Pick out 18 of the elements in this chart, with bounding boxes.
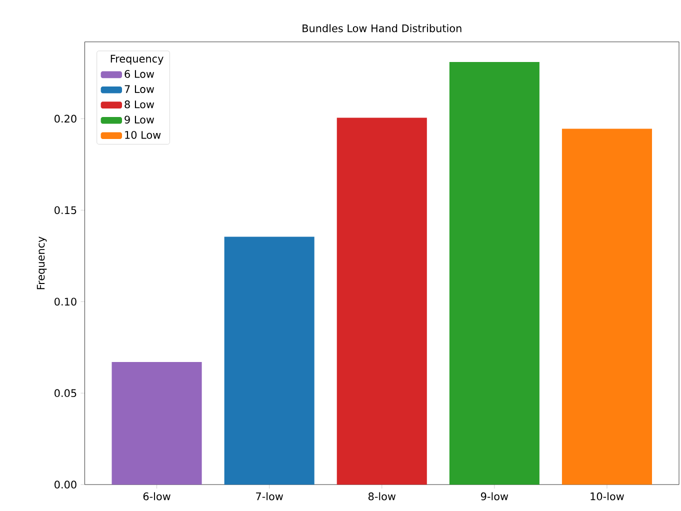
- x-tick-label: 8-low: [368, 492, 396, 501]
- legend-label: 7 Low: [124, 86, 154, 94]
- y-tick-label: 0.10: [54, 298, 76, 306]
- y-tick-label: 0.20: [54, 115, 76, 123]
- x-tick-label: 7-low: [256, 492, 283, 501]
- legend-label: 9 Low: [124, 116, 154, 124]
- y-tick-label: 0.05: [54, 389, 76, 398]
- legend-label: 10 Low: [125, 131, 161, 140]
- legend-title: Frequency: [110, 55, 164, 65]
- x-tick-label: 6-low: [143, 492, 170, 501]
- chart-title: Bundles Low Hand Distribution: [302, 24, 462, 32]
- x-tick-label: 9-low: [480, 492, 508, 501]
- legend-label: 6 Low: [124, 70, 154, 78]
- legend-label: 8 Low: [124, 100, 154, 109]
- y-tick-label: 0.15: [54, 206, 76, 214]
- y-axis-title: Frequency: [36, 236, 47, 290]
- y-tick-label: 0.00: [54, 480, 76, 489]
- x-tick-label: 10-low: [590, 492, 624, 501]
